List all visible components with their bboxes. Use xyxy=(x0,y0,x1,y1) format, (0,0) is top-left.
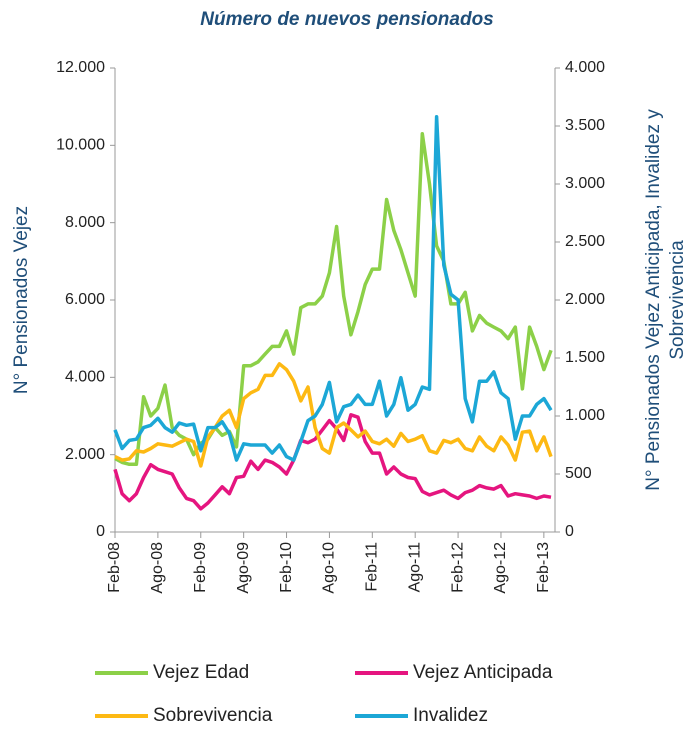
x-tick-label: Ago-08 xyxy=(149,542,166,594)
y2-tick-label: 1.000 xyxy=(565,407,605,424)
chart-title: Número de nuevos pensionados xyxy=(200,9,494,30)
y2-tick-label: 2.500 xyxy=(565,233,605,250)
x-tick-label: Feb-08 xyxy=(106,542,123,593)
series-line xyxy=(113,413,552,511)
y-tick-label: 4.000 xyxy=(65,369,105,386)
y-tick-label: 0 xyxy=(96,523,105,540)
x-tick-label: Ago-11 xyxy=(406,542,423,593)
series-line xyxy=(114,131,553,467)
legend-label: Vejez Edad xyxy=(153,662,249,683)
y-tick-label: 10.000 xyxy=(56,137,105,154)
legend-label: Sobrevivencia xyxy=(153,705,273,726)
y2-tick-label: 1.500 xyxy=(565,349,605,366)
y-axis-title: N° Pensionados Vejez xyxy=(11,206,32,394)
x-tick-label: Ago-12 xyxy=(492,542,509,594)
series-line xyxy=(114,362,553,468)
x-tick-label: Feb-09 xyxy=(192,542,209,593)
y-tick-label: 6.000 xyxy=(65,291,105,308)
y-tick-label: 12.000 xyxy=(56,59,105,76)
x-tick-label: Feb-11 xyxy=(364,542,381,592)
y2-tick-label: 0 xyxy=(565,523,574,540)
legend-label: Vejez Anticipada xyxy=(413,662,553,683)
y2-axis-title: N° Pensionados Vejez Anticipada, Invalid… xyxy=(643,109,664,491)
y-tick-label: 8.000 xyxy=(65,214,105,231)
x-tick-label: Ago-09 xyxy=(235,542,252,594)
series-line xyxy=(113,114,553,462)
y2-tick-label: 3.500 xyxy=(565,117,605,134)
x-tick-label: Feb-12 xyxy=(449,542,466,593)
x-tick-label: Feb-13 xyxy=(535,542,552,593)
y2-tick-label: 500 xyxy=(565,465,592,482)
x-tick-label: Feb-10 xyxy=(278,542,295,593)
y2-tick-label: 3.000 xyxy=(565,175,605,192)
y2-tick-label: 4.000 xyxy=(565,59,605,76)
y-tick-label: 2.000 xyxy=(65,446,105,463)
y2-axis-title: Sobrevivencia xyxy=(667,240,688,360)
x-tick-label: Ago-10 xyxy=(321,542,338,594)
legend-label: Invalidez xyxy=(413,705,488,726)
y2-tick-label: 2.000 xyxy=(565,291,605,308)
